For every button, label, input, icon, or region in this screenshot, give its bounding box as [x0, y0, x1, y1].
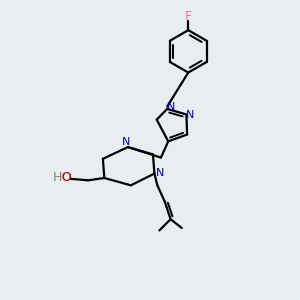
Text: O: O [62, 172, 72, 184]
Text: HO: HO [52, 172, 72, 184]
Text: F: F [185, 11, 192, 23]
Text: N: N [186, 110, 195, 120]
Text: N: N [122, 137, 130, 147]
Text: N: N [167, 102, 175, 112]
Text: N: N [155, 168, 164, 178]
